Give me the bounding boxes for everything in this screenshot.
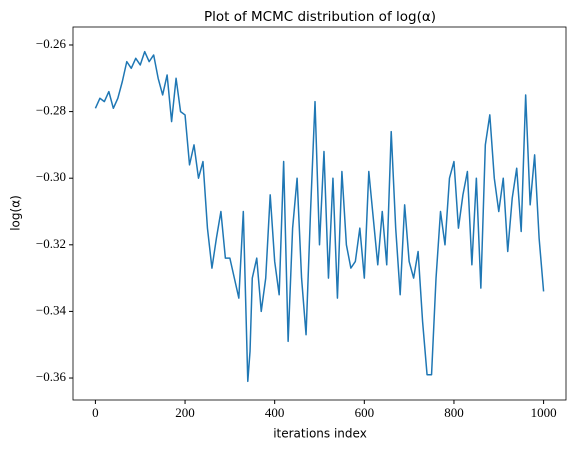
x-tick-label: 0 bbox=[92, 405, 99, 420]
x-tick-label: 1000 bbox=[531, 405, 557, 420]
x-tick-label: 600 bbox=[355, 405, 375, 420]
y-tick-label: −0.36 bbox=[36, 369, 67, 384]
y-tick-label: −0.32 bbox=[36, 236, 66, 251]
y-tick-label: −0.34 bbox=[36, 302, 67, 317]
x-tick-label: 800 bbox=[444, 405, 464, 420]
line-series bbox=[94, 50, 545, 383]
plot-frame bbox=[72, 26, 567, 401]
y-tick-label: −0.28 bbox=[36, 103, 66, 118]
x-tick-label: 400 bbox=[265, 405, 285, 420]
x-axis-label: iterations index bbox=[273, 427, 367, 441]
y-tick-label: −0.30 bbox=[36, 169, 66, 184]
y-tick-label: −0.26 bbox=[36, 36, 67, 51]
chart-title: Plot of MCMC distribution of log(α) bbox=[204, 9, 436, 25]
y-axis-label: log(α) bbox=[9, 195, 23, 231]
x-tick-label: 200 bbox=[175, 405, 195, 420]
